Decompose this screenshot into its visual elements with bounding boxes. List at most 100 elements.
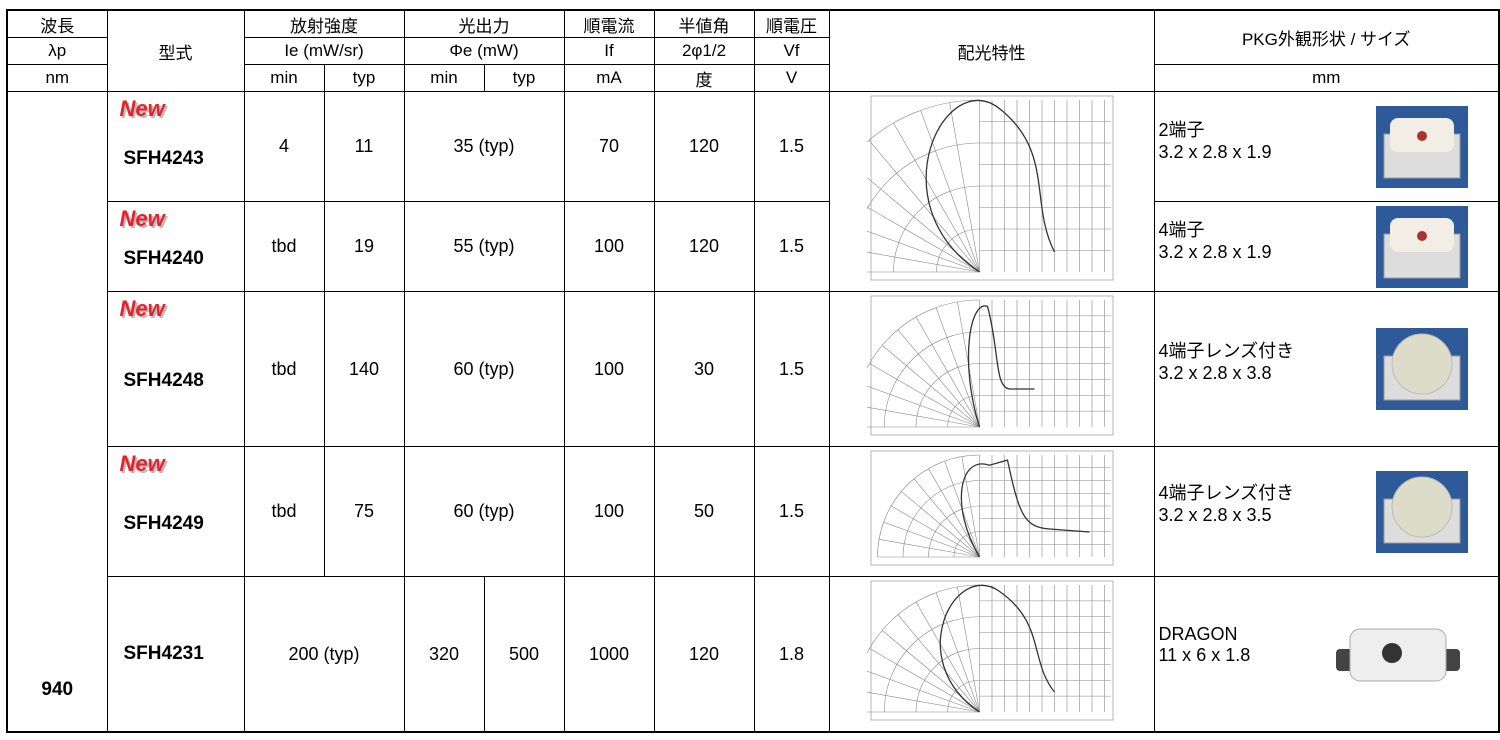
- table-row: New SFH4248 tbd 140 60 (typ) 100 30 1.5 4端子レンズ付き…: [7, 291, 1500, 447]
- diagram-grid: [830, 95, 1113, 281]
- grid-line: [853, 404, 980, 428]
- radiation-diagram: [851, 580, 1113, 721]
- diagram-frame: [870, 450, 1113, 566]
- grid-line: [897, 329, 980, 428]
- value-cell: 30: [653, 291, 755, 447]
- model-cell: New SFH4243: [106, 91, 245, 202]
- package-photo: [1328, 619, 1468, 689]
- package-text: DRAGON 11 x 6 x 1.8: [1159, 624, 1499, 666]
- model-cell: New SFH4249: [106, 446, 245, 577]
- package-name: 4端子レンズ付き: [1158, 340, 1295, 361]
- grid-line: [883, 521, 980, 558]
- lens: [1391, 476, 1453, 537]
- header-cell: mm: [1153, 64, 1500, 92]
- package-text: 4端子レンズ付き 3.2 x 2.8 x 3.5: [1159, 479, 1499, 526]
- model-name: SFH4248: [123, 370, 204, 391]
- header-cell: typ: [483, 64, 565, 92]
- radiation-diagram: [870, 450, 1113, 566]
- radiation-diagram: [830, 95, 1113, 281]
- package-name: 4端子レンズ付き: [1158, 483, 1295, 503]
- value-cell: 1.5: [753, 91, 830, 202]
- header-cell: 順電流: [563, 9, 655, 38]
- table-row: New SFH4249 tbd 75 60 (typ) 100 50 1.5 4端子レンズ付き 3…: [7, 446, 1500, 577]
- model-name: SFH4249: [123, 512, 204, 534]
- package-text: 4端子レンズ付き 3.2 x 2.8 x 3.8: [1159, 337, 1499, 384]
- grid-line: [913, 478, 980, 558]
- diagram-frame: [870, 95, 1113, 281]
- model-cell: New SFH4240: [106, 201, 245, 292]
- package-name: 4端子: [1158, 220, 1205, 240]
- package-cell: 4端子 3.2 x 2.8 x 1.9: [1153, 201, 1500, 292]
- new-badge: New: [119, 296, 165, 321]
- grid-arc: [883, 331, 980, 428]
- value-cell: 120: [653, 576, 755, 733]
- grid-line: [830, 245, 980, 273]
- header-cell: If: [563, 37, 655, 65]
- value-cell: tbd: [243, 201, 325, 292]
- grid-line: [956, 586, 980, 713]
- package-photo: [1376, 105, 1468, 188]
- grid-arc: [915, 363, 980, 428]
- radiation-diagram: [851, 295, 1113, 436]
- value-cell: 4: [243, 91, 325, 202]
- diagram-cell: [828, 446, 1155, 577]
- chip: [1417, 130, 1427, 141]
- header-cell: Ie (mW/sr): [243, 37, 405, 65]
- value-cell: 1.5: [753, 291, 830, 447]
- header-cell: mA: [563, 64, 655, 92]
- header-cell: typ: [323, 64, 405, 92]
- new-badge: New: [119, 206, 165, 231]
- grid-line: [892, 122, 980, 273]
- lens: [1391, 333, 1453, 395]
- grid-line: [897, 614, 980, 713]
- diagram-curve: [925, 100, 1055, 273]
- value-cell: 100: [563, 446, 655, 577]
- package-cell: 2端子 3.2 x 2.8 x 1.9: [1153, 91, 1500, 202]
- value-cell: 100: [563, 291, 655, 447]
- package-cell: DRAGON 11 x 6 x 1.8: [1153, 576, 1500, 733]
- header-cell: Vf: [753, 37, 830, 65]
- package-photo: [1376, 205, 1468, 288]
- model-cell: SFH4231: [106, 576, 245, 733]
- diagram-grid: [851, 295, 1113, 436]
- grid-arc: [849, 142, 980, 273]
- model-cell: New SFH4248: [106, 291, 245, 447]
- package-size: 3.2 x 2.8 x 3.5: [1158, 505, 1272, 525]
- grid-line: [948, 102, 980, 273]
- grid-line: [881, 345, 980, 428]
- grid-arc: [851, 299, 980, 428]
- spec-table: 波長 型式 放射強度 光出力 順電流 半値角 順電圧 配光特性 PKG外観形状 …: [6, 9, 1500, 733]
- value-cell: 19: [323, 201, 405, 292]
- new-badge: New: [119, 451, 165, 476]
- value-cell: 1.5: [753, 201, 830, 292]
- grid-arc: [883, 616, 980, 713]
- grid-line: [900, 491, 980, 558]
- grid-arc: [953, 531, 980, 558]
- value-cell: 140: [323, 291, 405, 447]
- grid-line: [878, 538, 980, 558]
- model-name: SFH4240: [123, 247, 204, 269]
- table-row: New SFH4240 tbd 19 55 (typ) 100 120 1.5 4端子 3.2 x…: [7, 201, 1500, 292]
- grid-arc: [892, 185, 980, 273]
- grid-line: [927, 468, 980, 558]
- value-cell: 120: [653, 201, 755, 292]
- value-cell: 1.5: [753, 446, 830, 577]
- package-size: 11 x 6 x 1.8: [1158, 645, 1251, 665]
- grid-arc: [902, 480, 980, 558]
- header-cell: nm: [6, 64, 108, 92]
- package-name: DRAGON: [1158, 624, 1238, 644]
- value-cell: 200 (typ): [243, 576, 405, 733]
- value-cell: 35 (typ): [403, 91, 565, 202]
- header-cell: 波長: [6, 9, 108, 38]
- value-cell: tbd: [243, 446, 325, 577]
- header-cell: Φe (mW): [403, 37, 565, 65]
- grid-line: [919, 110, 980, 273]
- grid-line: [915, 601, 980, 713]
- value-cell: 75: [323, 446, 405, 577]
- header-cell: 2φ1/2: [653, 37, 755, 65]
- value-cell: 500: [483, 576, 565, 733]
- table-body: 940 New SFH4243 4 11 35 (typ) 70 120 1.5 2端子 3.2 x…: [6, 91, 1500, 733]
- value-cell: tbd: [243, 291, 325, 447]
- grid-arc: [927, 505, 980, 558]
